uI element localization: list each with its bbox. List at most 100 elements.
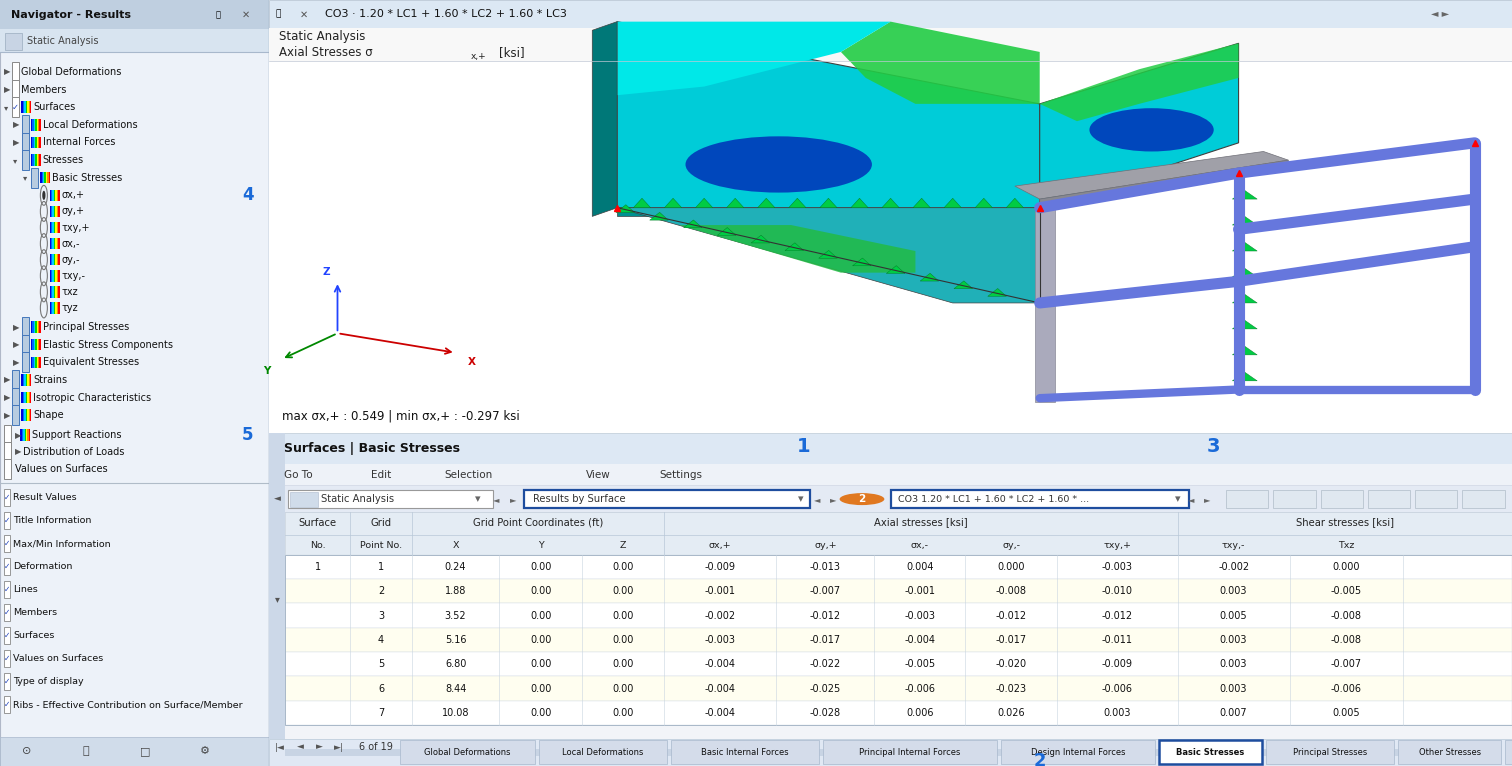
Polygon shape <box>881 198 900 208</box>
Polygon shape <box>886 266 906 273</box>
Text: ✓: ✓ <box>5 631 11 640</box>
Text: ◄: ◄ <box>813 495 821 503</box>
Text: ►: ► <box>316 742 324 751</box>
Text: Lines: Lines <box>14 585 38 594</box>
Text: Z: Z <box>322 267 330 277</box>
Text: Values on Surfaces: Values on Surfaces <box>14 654 104 663</box>
FancyBboxPatch shape <box>5 535 11 552</box>
Polygon shape <box>987 289 1007 296</box>
Text: 0.00: 0.00 <box>531 562 552 572</box>
Polygon shape <box>1232 242 1256 251</box>
FancyBboxPatch shape <box>399 741 535 764</box>
Text: Strains: Strains <box>33 375 67 385</box>
FancyBboxPatch shape <box>286 604 1512 627</box>
Text: -0.012: -0.012 <box>995 611 1027 620</box>
Text: ▶: ▶ <box>15 430 21 440</box>
Text: ▶: ▶ <box>5 67 11 77</box>
FancyBboxPatch shape <box>0 29 269 52</box>
Polygon shape <box>1005 198 1024 208</box>
Text: Txz: Txz <box>1338 541 1355 549</box>
Text: |◄: |◄ <box>275 742 286 751</box>
Text: -0.023: -0.023 <box>995 683 1027 693</box>
Text: τxy,-: τxy,- <box>62 270 85 281</box>
Text: 5: 5 <box>378 660 384 669</box>
Text: ▶: ▶ <box>15 447 21 457</box>
Text: Type of display: Type of display <box>14 677 85 686</box>
Text: [ksi]: [ksi] <box>499 46 525 59</box>
Text: Selection: Selection <box>445 470 493 480</box>
Text: Elastic Stress Components: Elastic Stress Components <box>42 339 172 350</box>
FancyBboxPatch shape <box>269 0 1512 28</box>
Text: 0.00: 0.00 <box>531 586 552 596</box>
Polygon shape <box>617 21 1040 208</box>
Text: 3: 3 <box>1207 437 1220 456</box>
Text: Grid: Grid <box>370 518 392 528</box>
Text: ▾: ▾ <box>798 494 803 504</box>
FancyBboxPatch shape <box>21 133 29 152</box>
Text: □: □ <box>141 746 151 757</box>
Text: Distribution of Loads: Distribution of Loads <box>23 447 124 457</box>
Text: σy,+: σy,+ <box>62 206 85 217</box>
FancyBboxPatch shape <box>286 579 1512 604</box>
Text: 0.003: 0.003 <box>1220 635 1247 645</box>
FancyBboxPatch shape <box>30 185 219 206</box>
Polygon shape <box>615 205 635 212</box>
Text: -0.028: -0.028 <box>810 708 841 718</box>
Text: -0.006: -0.006 <box>1102 683 1132 693</box>
Text: Values on Surfaces: Values on Surfaces <box>15 463 107 474</box>
Text: ✓: ✓ <box>5 585 11 594</box>
Text: Principal Internal Forces: Principal Internal Forces <box>859 748 960 757</box>
FancyBboxPatch shape <box>269 486 286 512</box>
FancyBboxPatch shape <box>1399 741 1501 764</box>
Text: Global Deformations: Global Deformations <box>21 67 121 77</box>
Text: σy,+: σy,+ <box>813 541 836 549</box>
Polygon shape <box>1232 191 1256 199</box>
Text: Y: Y <box>263 365 271 375</box>
FancyBboxPatch shape <box>1504 741 1512 764</box>
Polygon shape <box>683 220 702 228</box>
Text: Design Internal Forces: Design Internal Forces <box>1031 748 1125 757</box>
Text: 1: 1 <box>314 562 321 572</box>
Text: -0.006: -0.006 <box>1331 683 1362 693</box>
FancyBboxPatch shape <box>269 738 1512 766</box>
FancyBboxPatch shape <box>269 28 1512 61</box>
Text: τxz: τxz <box>62 286 79 297</box>
FancyBboxPatch shape <box>12 62 20 82</box>
FancyBboxPatch shape <box>1368 490 1411 508</box>
Text: 8.44: 8.44 <box>445 683 466 693</box>
FancyBboxPatch shape <box>286 627 1512 652</box>
Text: 4: 4 <box>378 635 384 645</box>
Polygon shape <box>818 250 838 258</box>
FancyBboxPatch shape <box>671 741 820 764</box>
Text: 1: 1 <box>797 437 810 456</box>
Text: Basic Stresses: Basic Stresses <box>51 172 122 183</box>
Text: Basic Stresses: Basic Stresses <box>1176 748 1244 757</box>
Polygon shape <box>954 281 972 289</box>
Text: 📌: 📌 <box>275 10 281 19</box>
Text: 2: 2 <box>378 586 384 596</box>
Text: ▾: ▾ <box>275 594 280 604</box>
FancyBboxPatch shape <box>5 512 11 529</box>
FancyBboxPatch shape <box>21 352 29 372</box>
FancyBboxPatch shape <box>1320 490 1362 508</box>
Text: 0.00: 0.00 <box>612 635 634 645</box>
Polygon shape <box>1232 268 1256 277</box>
FancyBboxPatch shape <box>5 673 11 690</box>
Ellipse shape <box>1090 108 1214 152</box>
Text: ◄: ◄ <box>274 494 281 503</box>
Text: 0.00: 0.00 <box>612 586 634 596</box>
Text: Surfaces: Surfaces <box>33 102 76 113</box>
Text: -0.004: -0.004 <box>705 683 736 693</box>
Text: 6: 6 <box>378 683 384 693</box>
FancyBboxPatch shape <box>5 581 11 598</box>
Text: ►|: ►| <box>334 742 343 751</box>
Text: ⊙: ⊙ <box>23 746 32 757</box>
Text: Results by Surface: Results by Surface <box>532 494 626 504</box>
Text: ◄: ◄ <box>1188 495 1194 503</box>
Text: -0.001: -0.001 <box>904 586 936 596</box>
FancyBboxPatch shape <box>12 405 20 425</box>
Text: Shear stresses [ksi]: Shear stresses [ksi] <box>1296 518 1394 528</box>
Text: 0.00: 0.00 <box>612 611 634 620</box>
Text: ✓: ✓ <box>12 103 20 112</box>
Polygon shape <box>853 258 871 266</box>
